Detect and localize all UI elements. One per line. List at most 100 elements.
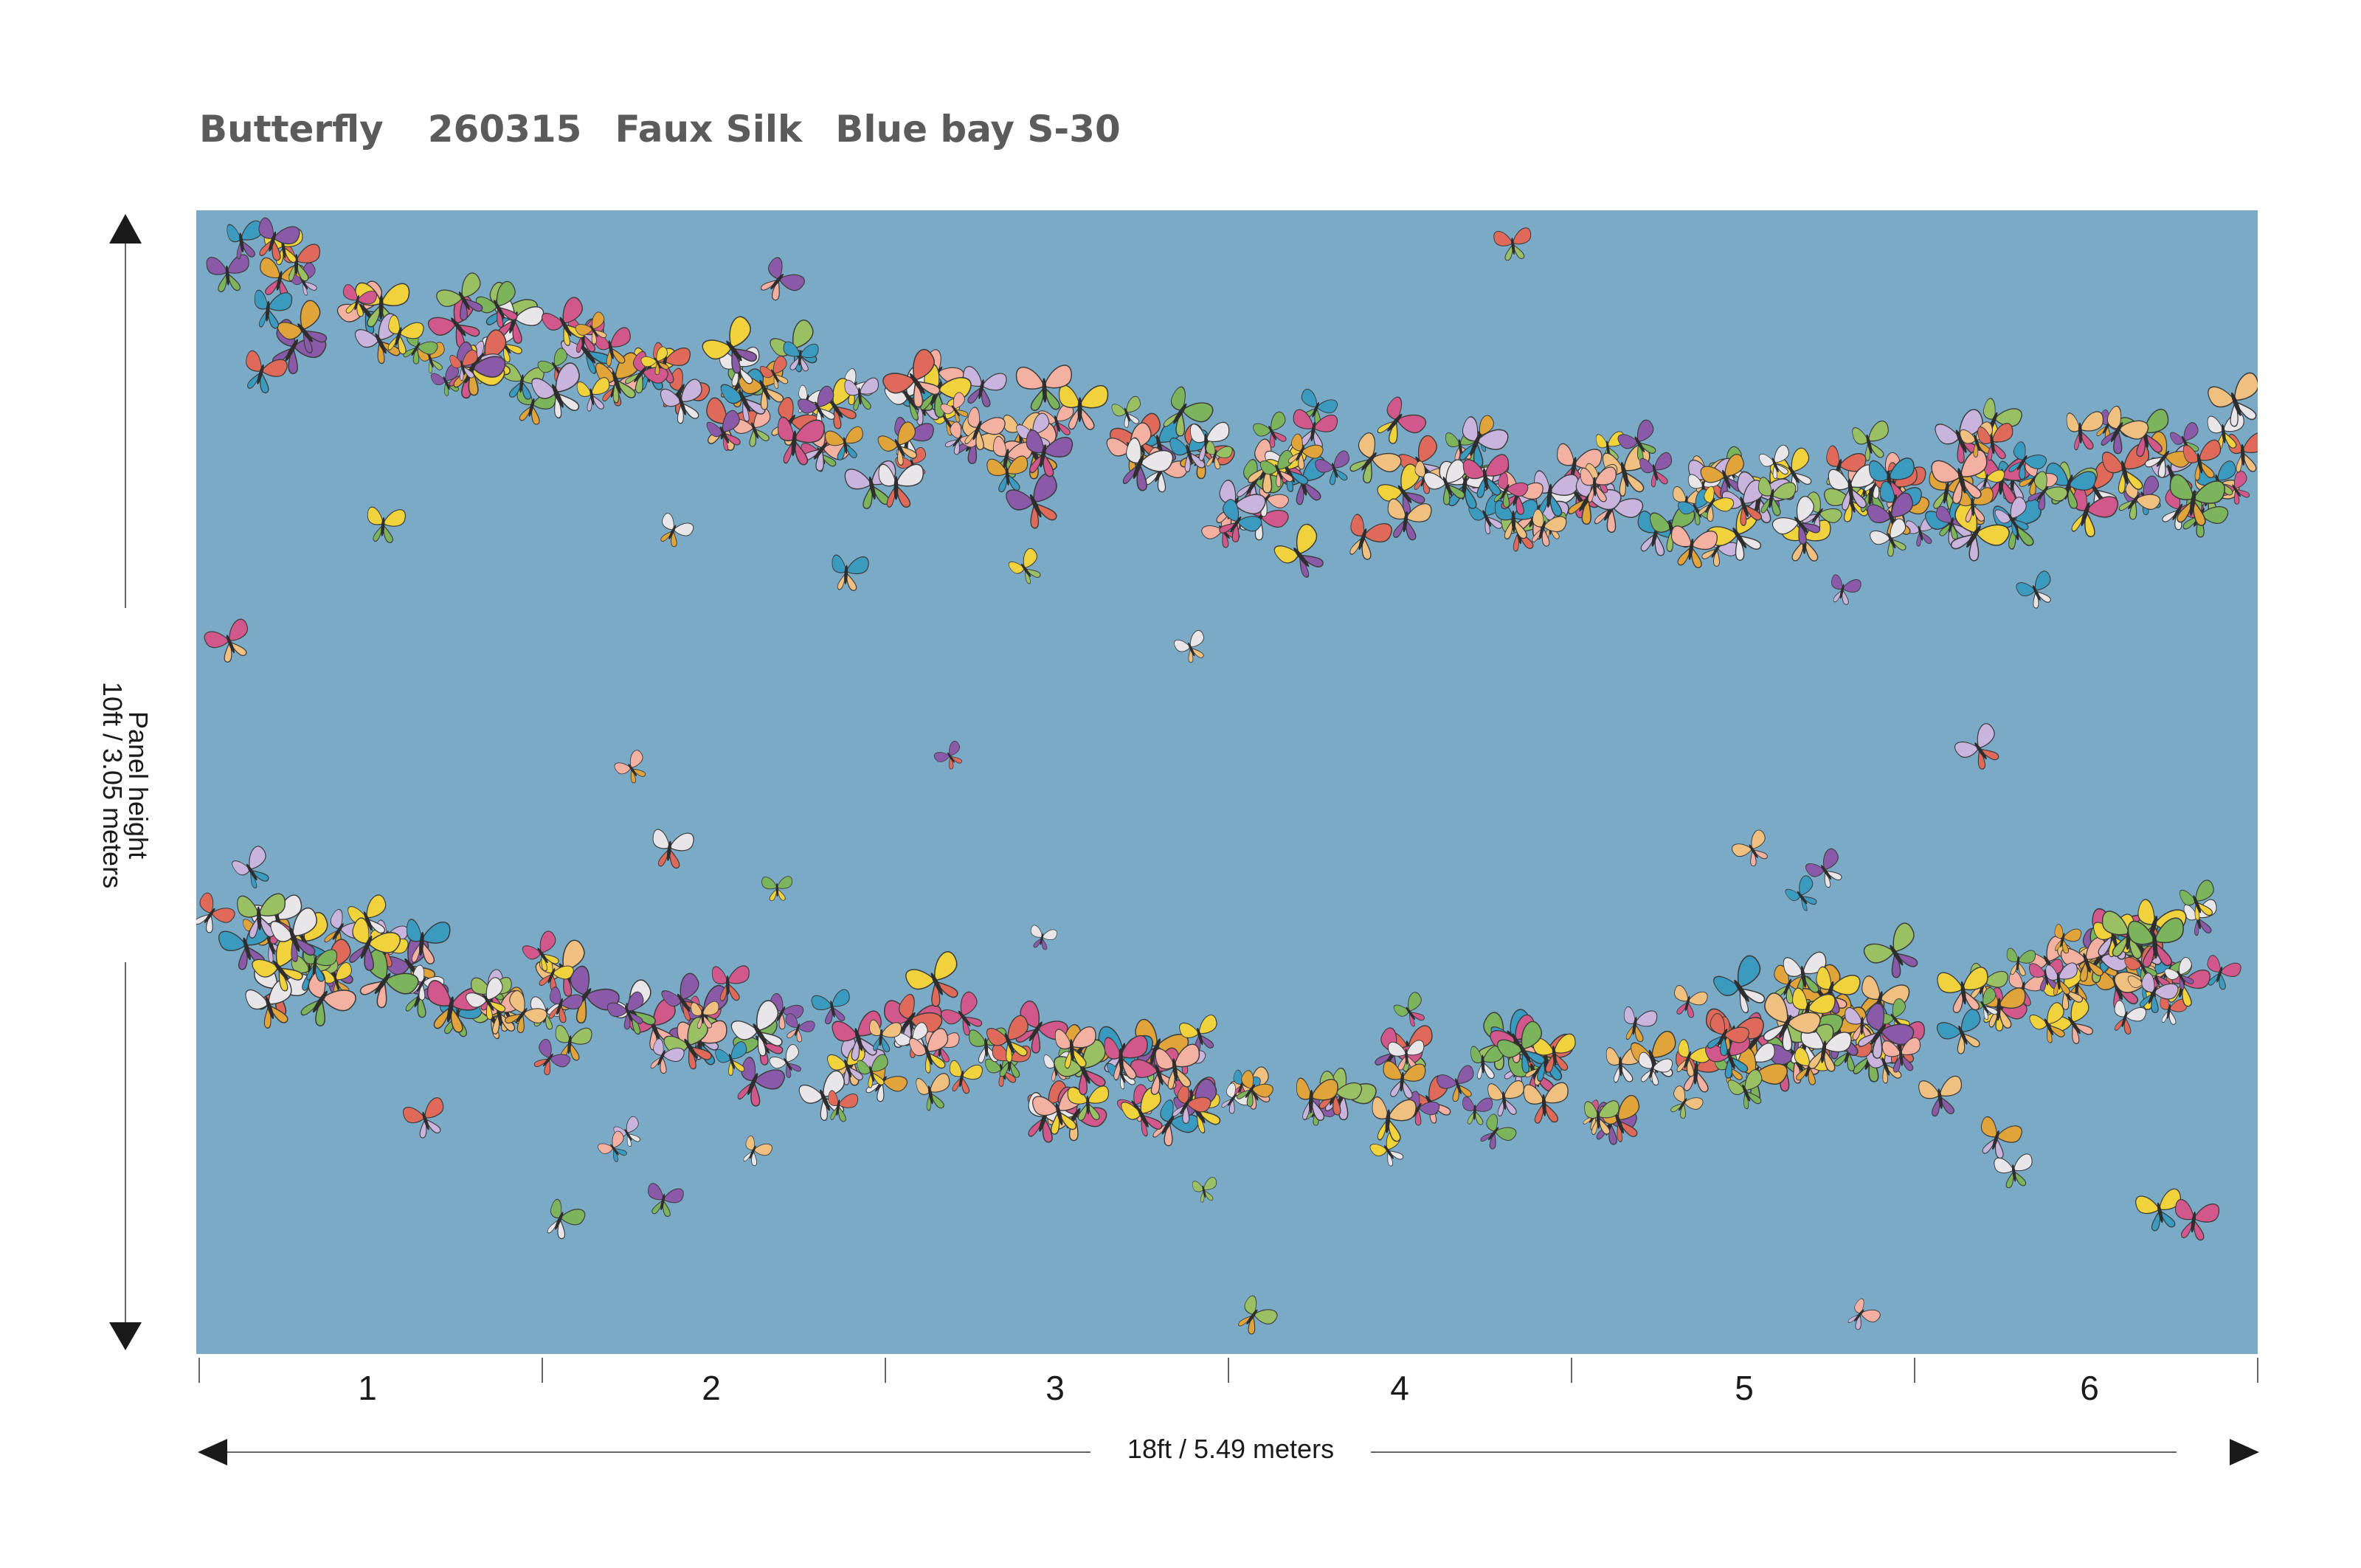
butterfly (933, 740, 963, 770)
butterfly (2006, 947, 2036, 976)
panel-ticks (198, 1358, 2258, 1383)
butterfly (661, 973, 704, 1021)
butterfly (1670, 1085, 1704, 1119)
butterfly (466, 977, 506, 1020)
butterfly (652, 829, 694, 868)
butterfly (1163, 386, 1214, 437)
butterfly (1030, 925, 1057, 950)
butterfly (1273, 523, 1324, 578)
butterfly (1315, 450, 1349, 486)
butterfly (1054, 1026, 1096, 1069)
butterfly (1487, 1080, 1524, 1116)
title-collection: Butterfly (199, 108, 384, 151)
butterfly-swarm (196, 217, 2258, 1335)
butterfly (1192, 1177, 1217, 1203)
butterfly (798, 1070, 845, 1122)
butterfly (2054, 924, 2082, 954)
butterfly (878, 463, 924, 508)
panel-label-6: 6 (2080, 1369, 2099, 1407)
butterfly (737, 1057, 785, 1107)
butterfly (1054, 1039, 1106, 1096)
butterfly (1493, 227, 1532, 261)
height-arrow-up (109, 214, 142, 244)
butterfly (1377, 396, 1427, 444)
butterfly (1523, 1082, 1569, 1124)
butterfly (533, 1038, 571, 1076)
butterfly (1253, 411, 1287, 448)
panel-label-3: 3 (1045, 1369, 1065, 1407)
butterfly (1954, 723, 1999, 770)
butterfly (1174, 630, 1204, 663)
butterfly (237, 893, 286, 939)
panel-label-5: 5 (1735, 1369, 1754, 1407)
butterfly (941, 992, 983, 1036)
butterfly (783, 341, 819, 372)
butterfly (594, 327, 631, 367)
butterfly (1870, 518, 1907, 557)
butterfly (436, 272, 483, 321)
butterfly (204, 618, 248, 663)
butterfly (505, 990, 547, 1034)
height-label-line2: 10ft / 3.05 meters (97, 681, 128, 889)
butterfly (1800, 1026, 1852, 1072)
butterfly (660, 379, 702, 424)
butterfly (1977, 423, 2013, 461)
butterfly (1008, 548, 1041, 584)
butterfly (759, 356, 789, 389)
butterfly (2127, 917, 2184, 968)
butterfly (1763, 992, 1821, 1051)
butterfly (785, 1013, 815, 1043)
butterfly (1600, 1094, 1640, 1142)
butterfly (1059, 384, 1109, 430)
butterfly (1237, 1070, 1273, 1108)
butterfly-artwork (196, 210, 2258, 1354)
butterfly (1994, 497, 2029, 536)
butterfly (1918, 1075, 1963, 1116)
butterfly (640, 346, 669, 376)
butterfly (475, 280, 518, 328)
butterfly (1155, 1043, 1200, 1090)
butterfly (811, 989, 850, 1025)
butterfly (1623, 1006, 1658, 1043)
butterfly (1349, 432, 1402, 484)
butterfly (2179, 880, 2214, 921)
height-dimension-label: Panel height 10ft / 3.05 meters (97, 608, 153, 962)
butterfly (909, 1028, 949, 1074)
butterfly (1172, 1085, 1211, 1125)
butterfly (660, 513, 694, 548)
butterfly (1293, 409, 1338, 449)
butterfly (542, 297, 585, 346)
butterfly (2114, 1000, 2147, 1035)
butterfly (2102, 443, 2149, 494)
butterfly (2208, 372, 2258, 427)
butterfly (1349, 514, 1392, 560)
butterfly (769, 1044, 801, 1078)
butterfly (246, 350, 288, 394)
butterfly (2101, 405, 2149, 455)
butterfly (1670, 525, 1718, 568)
butterfly (1532, 1033, 1576, 1073)
title-material: Faux Silk (615, 108, 803, 151)
height-arrow-down (109, 1322, 142, 1350)
butterfly (1015, 365, 1072, 411)
butterfly (1980, 1116, 2022, 1159)
butterfly (2028, 471, 2068, 511)
width-arrow-right (2230, 1439, 2259, 1465)
butterfly (196, 892, 235, 933)
butterfly (2048, 996, 2093, 1044)
butterfly (1372, 1096, 1417, 1142)
butterfly (1496, 1020, 1546, 1074)
butterfly (1383, 1060, 1426, 1099)
butterfly (1758, 477, 1797, 517)
butterfly (2118, 478, 2161, 520)
butterfly (2169, 474, 2225, 526)
butterfly (869, 1019, 902, 1052)
butterfly (1377, 463, 1425, 514)
butterfly (245, 978, 292, 1029)
butterfly (650, 1038, 685, 1074)
panel-label-1: 1 (358, 1369, 377, 1407)
butterfly (715, 1041, 747, 1076)
butterfly (2182, 439, 2222, 481)
butterfly (252, 936, 303, 992)
butterfly (1494, 472, 1529, 508)
